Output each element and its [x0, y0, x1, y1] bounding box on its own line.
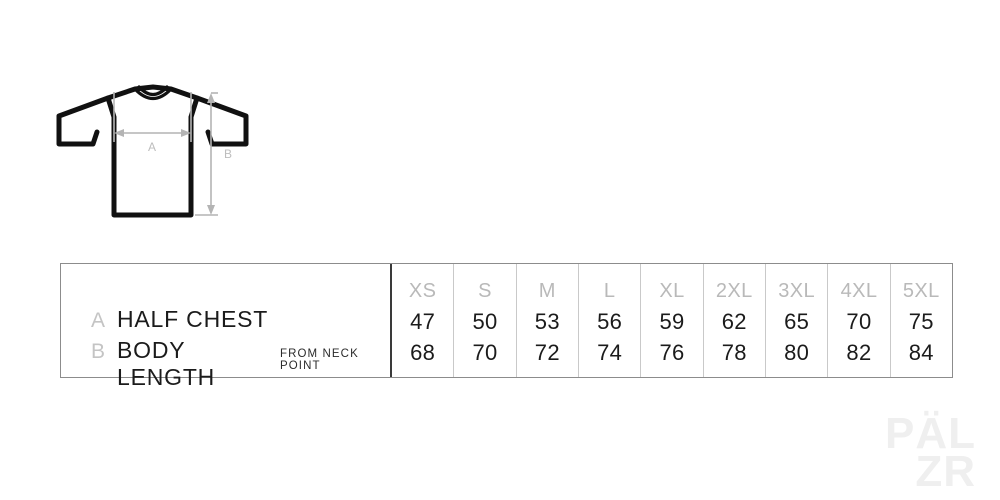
size-header-l: L: [603, 280, 616, 302]
cell-half-chest-xl: 59: [659, 309, 685, 334]
cell-half-chest-s: 50: [472, 309, 498, 334]
cell-half-chest-3xl: 65: [784, 309, 810, 334]
row-label-body-length: BODY LENGTH: [117, 337, 216, 390]
cell-half-chest-l: 56: [597, 309, 623, 334]
cell-body-length-4xl: 82: [846, 340, 872, 365]
size-header-4xl: 4XL: [840, 280, 878, 302]
t-shirt-measurement-diagram: A B: [40, 72, 270, 232]
row-key-a: A: [91, 309, 106, 332]
size-chart-table: A HALF CHEST B BODY LENGTH FROM NECK POI…: [60, 263, 953, 390]
measurement-label-column: A HALF CHEST B BODY LENGTH FROM NECK POI…: [61, 264, 392, 390]
watermark-line-2: ZR: [915, 447, 976, 497]
cell-half-chest-5xl: 75: [908, 309, 934, 334]
cell-half-chest-xs: 47: [410, 309, 436, 334]
size-column-5xl: 5XL 75 84: [891, 264, 952, 377]
cell-half-chest-2xl: 62: [721, 309, 747, 334]
cell-body-length-s: 70: [472, 340, 498, 365]
row-key-b: B: [91, 340, 106, 363]
watermark-line-1: PÄL: [885, 408, 976, 458]
size-header-3xl: 3XL: [778, 280, 816, 302]
arrow-up-icon: [207, 93, 215, 103]
size-header-2xl: 2XL: [715, 280, 753, 302]
size-column-s: S 50 70: [454, 264, 517, 377]
size-column-xl: XL 59 76: [641, 264, 704, 377]
table-row: B BODY LENGTH FROM NECK POINT: [61, 337, 390, 390]
row-note-body-length: FROM NECK POINT: [279, 348, 359, 372]
size-header-m: M: [538, 280, 556, 302]
cell-body-length-xl: 76: [659, 340, 685, 365]
table-row: A HALF CHEST: [61, 306, 390, 337]
cell-body-length-m: 72: [534, 340, 560, 365]
arrow-right-icon: [181, 129, 191, 137]
size-column-3xl: 3XL 65 80: [766, 264, 829, 377]
dimension-a: [113, 92, 192, 142]
cell-half-chest-4xl: 70: [846, 309, 872, 334]
cell-body-length-5xl: 84: [908, 340, 934, 365]
row-label-half-chest: HALF CHEST: [117, 306, 269, 332]
collar-icon: [133, 85, 173, 101]
cell-half-chest-m: 53: [534, 309, 560, 334]
size-header-s: S: [478, 280, 492, 302]
arrow-left-icon: [114, 129, 124, 137]
size-column-2xl: 2XL 62 78: [704, 264, 766, 377]
size-column-m: M 53 72: [517, 264, 579, 377]
size-header-xl: XL: [659, 280, 685, 302]
arrow-down-icon: [207, 205, 215, 215]
cell-body-length-2xl: 78: [721, 340, 747, 365]
cell-body-length-l: 74: [597, 340, 623, 365]
dimension-b: [195, 92, 218, 216]
dimension-b-label: B: [224, 147, 232, 161]
cell-body-length-3xl: 80: [784, 340, 810, 365]
cell-body-length-xs: 68: [410, 340, 436, 365]
dimension-a-label: A: [148, 140, 156, 154]
size-column-4xl: 4XL 70 82: [828, 264, 891, 377]
brand-watermark: PÄL ZR: [885, 408, 976, 497]
size-header-xs: XS: [408, 280, 437, 302]
size-column-xs: XS 47 68: [392, 264, 455, 377]
size-column-l: L 56 74: [579, 264, 642, 377]
size-header-5xl: 5XL: [902, 280, 940, 302]
